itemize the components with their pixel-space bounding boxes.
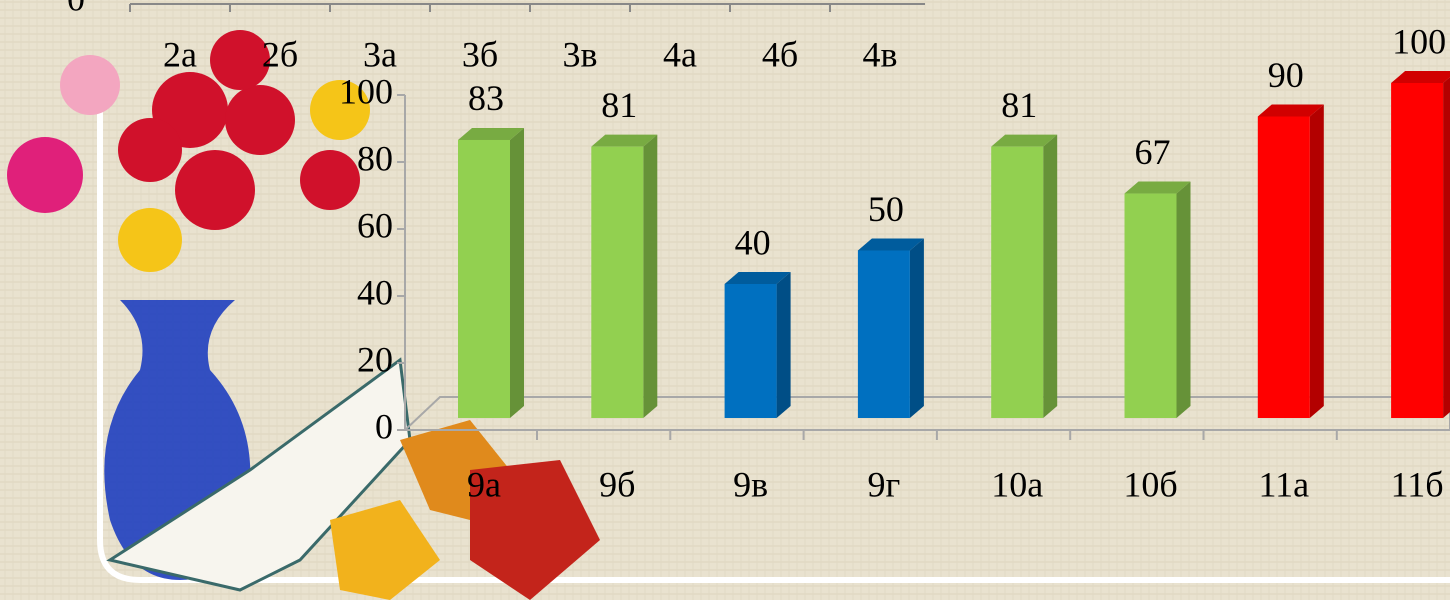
bar bbox=[725, 284, 777, 418]
y-tick-label: 100 bbox=[339, 71, 393, 111]
bar-side bbox=[510, 128, 524, 418]
x-tick-label: 4в bbox=[863, 34, 898, 74]
bar-side bbox=[1177, 182, 1191, 418]
x-tick-label: 4б bbox=[762, 34, 798, 74]
y-tick-label: 40 bbox=[357, 272, 393, 312]
slide: 0 2а 2б 3а 3б 3в 4а 4б 4в 0 20 40 60 80 100 9а 83 9б 81 9в… bbox=[0, 0, 1450, 600]
page: 0 2а 2б 3а 3б 3в 4а 4б 4в 0 20 40 60 80 100 9а 83 9б 81 9в… bbox=[0, 0, 1450, 600]
y-tick-label: 0 bbox=[67, 0, 85, 18]
bar-side bbox=[1043, 135, 1057, 418]
y-tick-label: 0 bbox=[375, 406, 393, 446]
bar bbox=[1258, 117, 1310, 419]
value-label: 50 bbox=[868, 189, 904, 229]
x-tick-label: 10а bbox=[991, 464, 1043, 504]
value-label: 81 bbox=[601, 85, 637, 125]
y-tick-label: 60 bbox=[357, 205, 393, 245]
x-tick-label: 11б bbox=[1391, 464, 1444, 504]
bar-side bbox=[1443, 71, 1450, 418]
bar bbox=[858, 251, 910, 419]
bar bbox=[591, 147, 643, 418]
x-tick-label: 3а bbox=[363, 34, 397, 74]
bar-side bbox=[777, 272, 791, 418]
value-label: 100 bbox=[1392, 21, 1446, 61]
x-tick-label: 9в bbox=[733, 464, 768, 504]
x-tick-label: 9а bbox=[467, 464, 501, 504]
bar-side bbox=[643, 135, 657, 418]
value-label: 81 bbox=[1001, 85, 1037, 125]
y-tick-label: 20 bbox=[357, 339, 393, 379]
x-tick-label: 2б bbox=[262, 34, 298, 74]
x-tick-label: 9г bbox=[868, 464, 901, 504]
x-tick-label: 3б bbox=[462, 34, 498, 74]
x-tick-label: 3в bbox=[563, 34, 598, 74]
x-tick-label: 2а bbox=[163, 34, 197, 74]
value-label: 83 bbox=[468, 78, 504, 118]
bar bbox=[458, 140, 510, 418]
value-label: 67 bbox=[1135, 132, 1171, 172]
bar bbox=[991, 147, 1043, 418]
bar-side bbox=[910, 239, 924, 419]
x-tick-label: 10б bbox=[1123, 464, 1177, 504]
y-tick-label: 80 bbox=[357, 138, 393, 178]
bar bbox=[1391, 83, 1443, 418]
bar-side bbox=[1310, 105, 1324, 419]
x-tick-label: 11а bbox=[1258, 464, 1309, 504]
x-tick-label: 9б bbox=[599, 464, 635, 504]
bar bbox=[1125, 194, 1177, 418]
value-label: 90 bbox=[1268, 55, 1304, 95]
x-tick-label: 4а bbox=[663, 34, 697, 74]
value-label: 40 bbox=[735, 222, 771, 262]
